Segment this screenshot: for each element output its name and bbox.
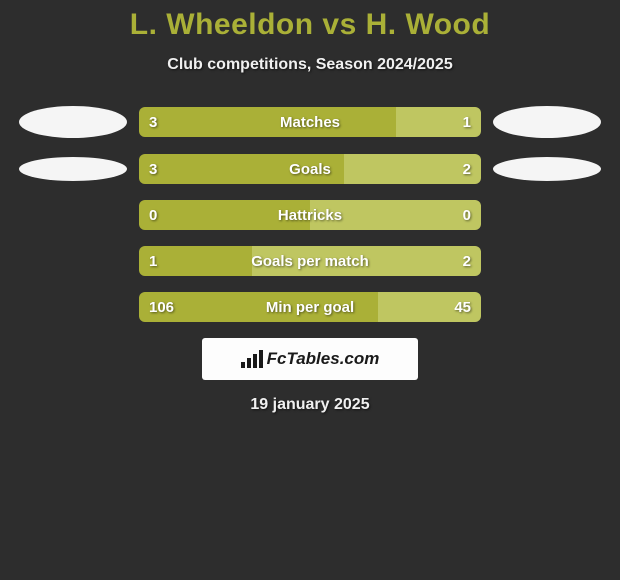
subtitle: Club competitions, Season 2024/2025 bbox=[0, 56, 620, 74]
stat-left-value: 3 bbox=[149, 107, 157, 137]
bar-right-fill bbox=[310, 200, 481, 230]
bar-right-fill bbox=[252, 246, 481, 276]
bar-left-fill bbox=[139, 292, 378, 322]
page-title: L. Wheeldon vs H. Wood bbox=[0, 8, 620, 42]
player-right-avatar bbox=[493, 157, 601, 181]
stat-row: 00Hattricks bbox=[0, 200, 620, 230]
stat-bar: 00Hattricks bbox=[139, 200, 481, 230]
stat-bar: 31Matches bbox=[139, 107, 481, 137]
date-text: 19 january 2025 bbox=[0, 396, 620, 414]
stat-row: 12Goals per match bbox=[0, 246, 620, 276]
stat-bar: 12Goals per match bbox=[139, 246, 481, 276]
stat-right-value: 1 bbox=[463, 107, 471, 137]
bar-right-fill bbox=[344, 154, 481, 184]
stat-bar: 32Goals bbox=[139, 154, 481, 184]
stat-left-value: 0 bbox=[149, 200, 157, 230]
stat-right-value: 0 bbox=[463, 200, 471, 230]
stat-row: 32Goals bbox=[0, 154, 620, 184]
stat-right-value: 45 bbox=[454, 292, 471, 322]
stat-row: 10645Min per goal bbox=[0, 292, 620, 322]
bar-left-fill bbox=[139, 107, 396, 137]
player-left-avatar bbox=[19, 157, 127, 181]
stat-bar: 10645Min per goal bbox=[139, 292, 481, 322]
bar-left-fill bbox=[139, 154, 344, 184]
stat-row: 31Matches bbox=[0, 106, 620, 138]
stat-right-value: 2 bbox=[463, 246, 471, 276]
stat-left-value: 1 bbox=[149, 246, 157, 276]
stat-left-value: 106 bbox=[149, 292, 174, 322]
logo-box: FcTables.com bbox=[202, 338, 418, 380]
stat-right-value: 2 bbox=[463, 154, 471, 184]
bars-icon bbox=[241, 350, 263, 368]
stat-left-value: 3 bbox=[149, 154, 157, 184]
logo-text: FcTables.com bbox=[267, 349, 380, 369]
player-right-avatar bbox=[493, 106, 601, 138]
stats-list: 31Matches32Goals00Hattricks12Goals per m… bbox=[0, 106, 620, 322]
bar-left-fill bbox=[139, 200, 310, 230]
player-left-avatar bbox=[19, 106, 127, 138]
